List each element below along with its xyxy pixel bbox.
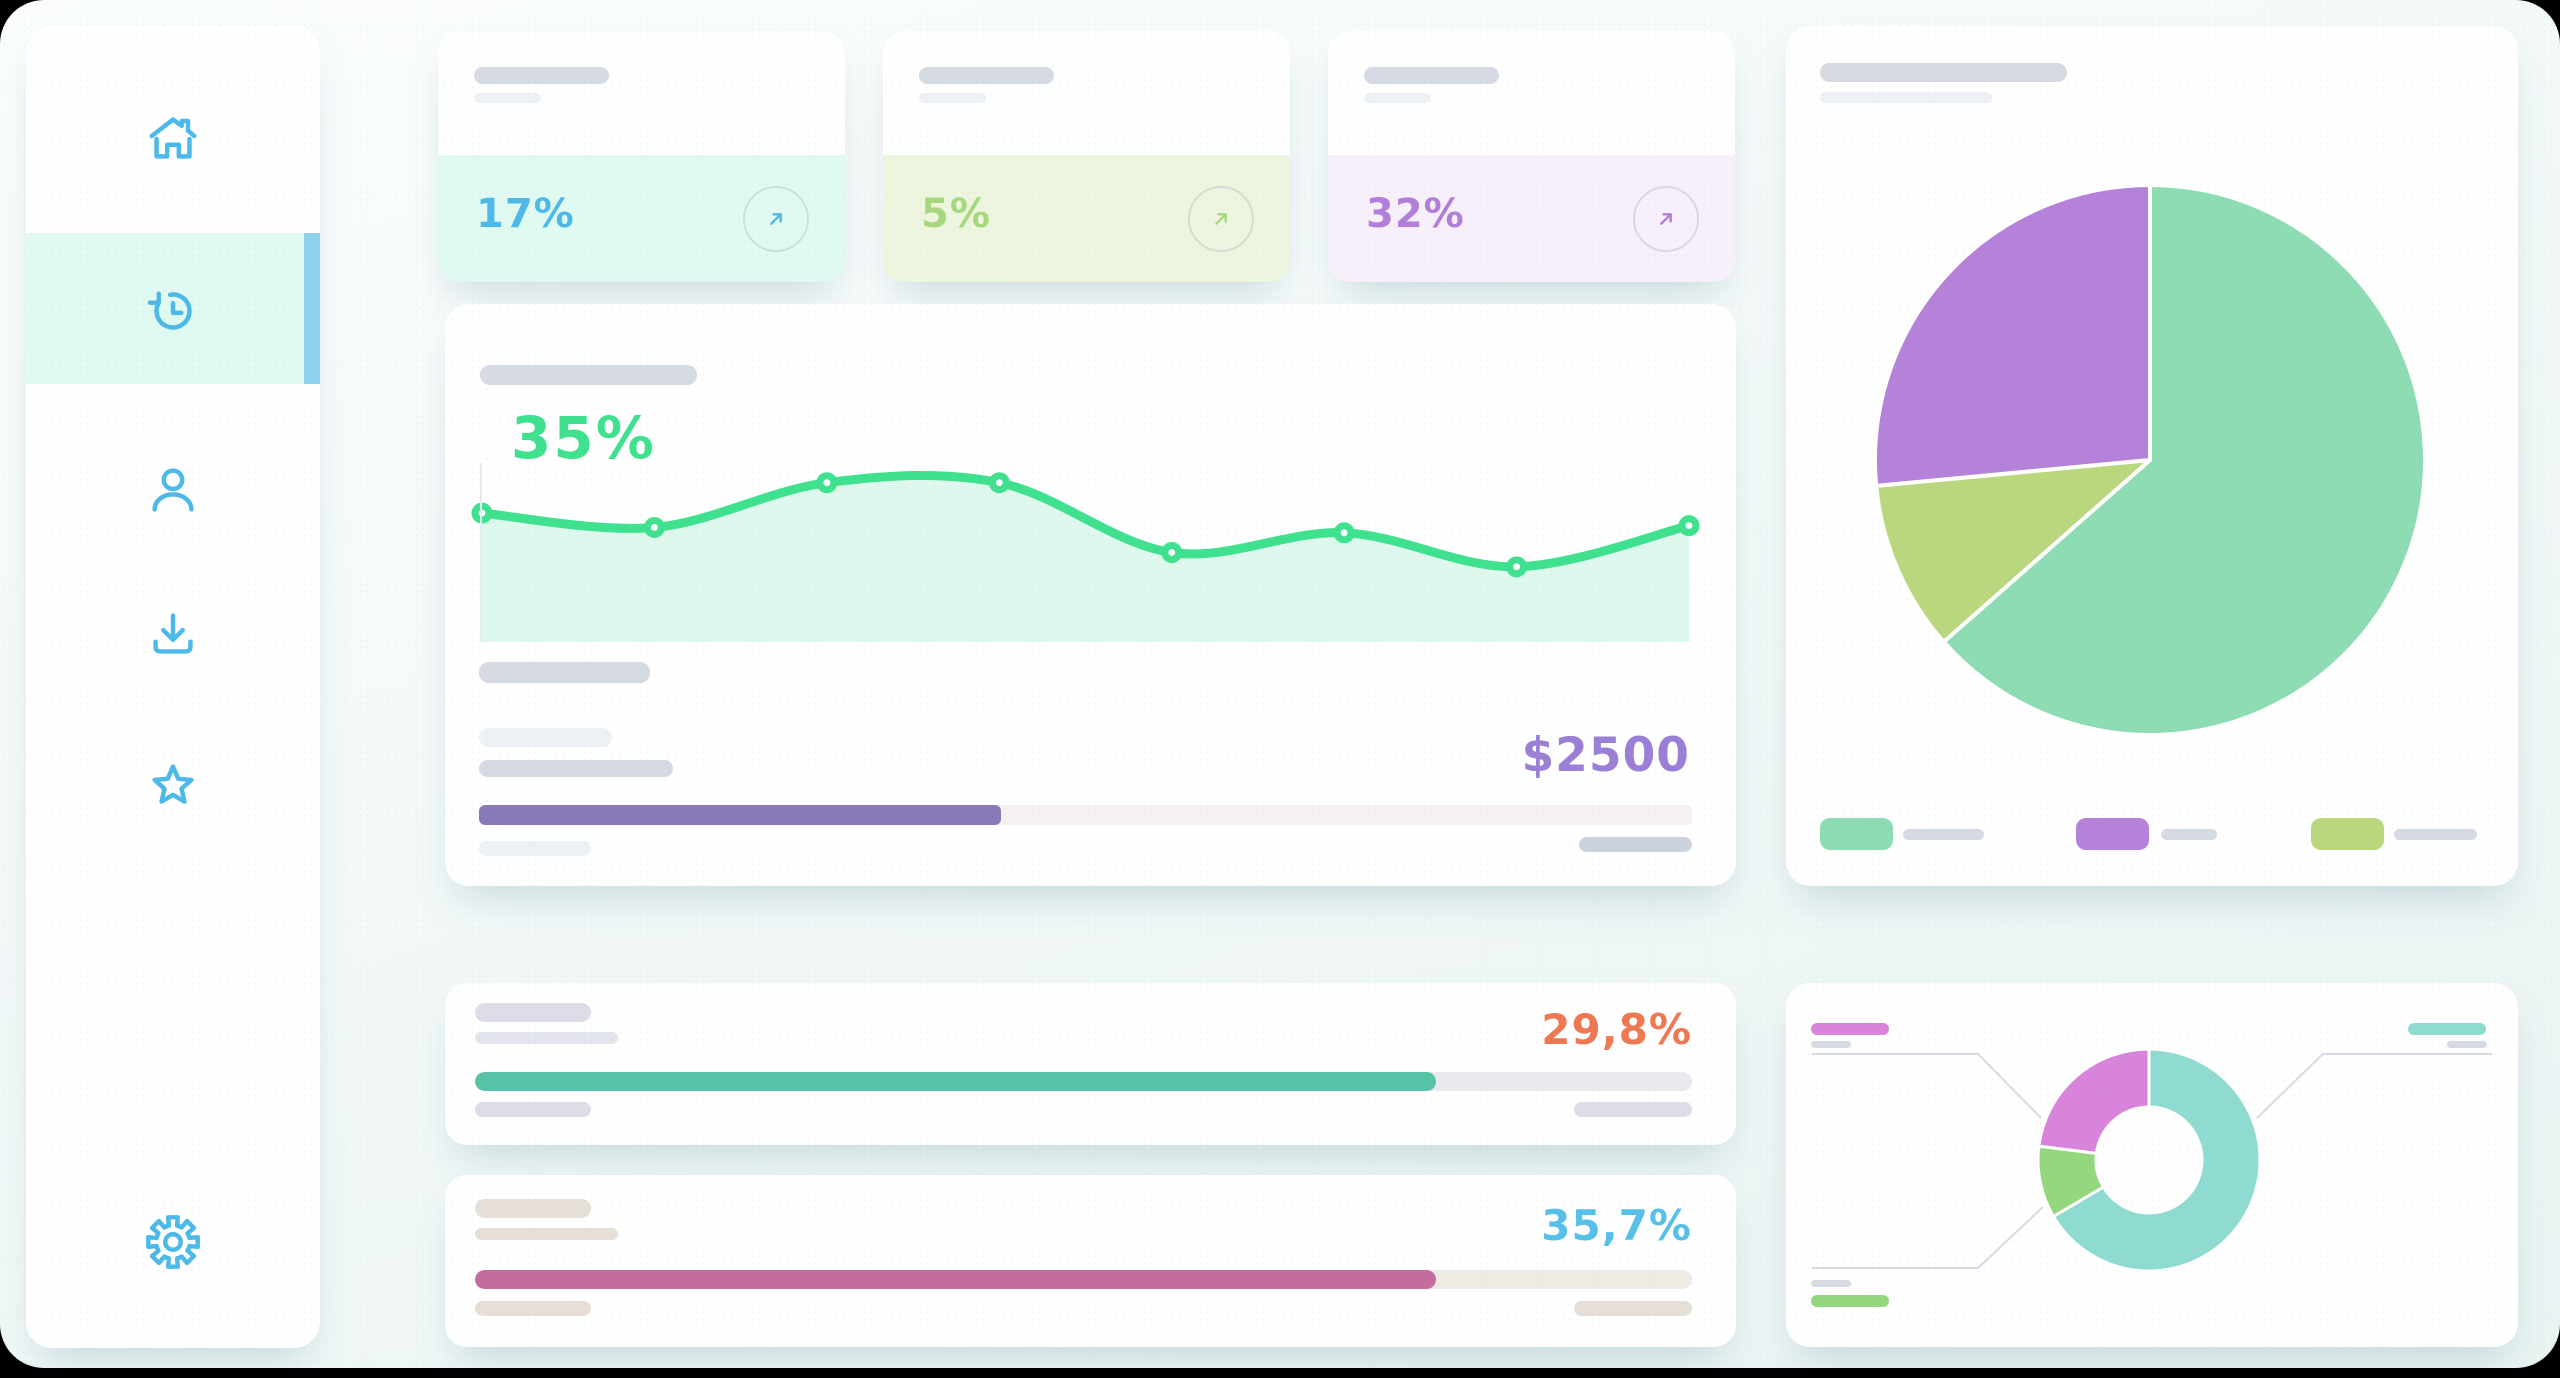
stat-value: 32% xyxy=(1366,191,1465,237)
kpi-progress-fill xyxy=(475,1072,1437,1091)
kpi-progress-fill xyxy=(475,1270,1437,1289)
stat-highlight-area: 32% xyxy=(1328,155,1735,282)
legend-label-skeleton xyxy=(2394,828,2477,840)
footnote-skeleton xyxy=(1579,837,1692,852)
stat-subtitle-skeleton xyxy=(1364,93,1431,103)
stat-card-3: 32% xyxy=(1328,31,1735,282)
stat-subtitle-skeleton xyxy=(474,93,541,103)
callout-lines xyxy=(1812,1053,2492,1269)
arrow-up-right-icon xyxy=(770,213,782,225)
kpi-footnote-skeleton xyxy=(475,1301,591,1316)
kpi-footnote-skeleton xyxy=(1574,1301,1692,1316)
sidebar-item-favorites[interactable] xyxy=(26,709,320,859)
stat-arrow-button[interactable] xyxy=(743,186,809,252)
active-accent-bar xyxy=(304,233,320,384)
amount-value: $2500 xyxy=(1521,728,1690,783)
kpi-card-teal: 29,8% xyxy=(445,983,1736,1145)
chart-caption-skeleton xyxy=(479,662,650,683)
callout-label-skeleton xyxy=(1811,1041,1851,1048)
label-skeleton xyxy=(479,760,673,777)
budget-progress-track xyxy=(479,805,1692,825)
y-axis-line xyxy=(480,463,482,642)
stat-highlight-area: 17% xyxy=(438,155,845,282)
arrow-up-right-icon xyxy=(1215,213,1227,225)
person-icon xyxy=(152,468,194,512)
legend-item-lime xyxy=(2311,818,2477,850)
home-icon xyxy=(149,117,197,159)
stat-title-skeleton xyxy=(474,67,609,84)
star-icon xyxy=(152,764,194,804)
callout-swatch-magenta xyxy=(1811,1023,1889,1035)
sidebar xyxy=(26,26,320,1348)
sidebar-item-history[interactable] xyxy=(26,233,320,384)
footnote-skeleton xyxy=(479,841,591,856)
trend-value: 35% xyxy=(511,404,656,472)
area-chart-svg xyxy=(471,470,1700,642)
card-subtitle-skeleton xyxy=(1820,92,1992,103)
legend-label-skeleton xyxy=(2161,828,2217,840)
card-title-skeleton xyxy=(1820,63,2067,82)
callout-label-skeleton xyxy=(1811,1280,1851,1287)
sidebar-item-home[interactable] xyxy=(26,62,320,212)
callout-swatch-green xyxy=(1811,1295,1889,1307)
download-icon xyxy=(153,613,193,654)
kpi-value: 35,7% xyxy=(1541,1201,1692,1250)
legend-swatch-lime xyxy=(2311,818,2384,850)
kpi-card-pink: 35,7% xyxy=(445,1175,1736,1347)
stat-arrow-button[interactable] xyxy=(1188,186,1254,252)
donut-chart-card xyxy=(1786,983,2518,1347)
kpi-progress-track xyxy=(475,1072,1692,1091)
kpi-footnote-skeleton xyxy=(475,1102,591,1117)
kpi-value: 29,8% xyxy=(1541,1005,1692,1054)
legend-swatch-green xyxy=(1820,818,1893,850)
stat-title-skeleton xyxy=(919,67,1054,84)
sidebar-item-settings[interactable] xyxy=(26,1167,320,1317)
area-chart xyxy=(471,463,1700,642)
gear-icon xyxy=(146,1215,200,1269)
stat-highlight-area: 5% xyxy=(883,155,1290,282)
budget-progress-fill xyxy=(479,805,1001,825)
kpi-subtitle-skeleton xyxy=(475,1032,618,1044)
stat-arrow-button[interactable] xyxy=(1633,186,1699,252)
label-skeleton xyxy=(479,728,612,747)
trend-chart-card: 35% $2500 xyxy=(445,304,1736,886)
stat-subtitle-skeleton xyxy=(919,93,986,103)
legend-item-green xyxy=(1820,818,1984,850)
sidebar-item-profile[interactable] xyxy=(26,415,320,565)
legend-swatch-purple xyxy=(2076,818,2149,850)
callout-label-skeleton xyxy=(2447,1041,2487,1048)
kpi-footnote-skeleton xyxy=(1574,1102,1692,1117)
stat-value: 5% xyxy=(921,191,991,237)
pie-chart-card xyxy=(1786,26,2518,886)
legend-label-skeleton xyxy=(1903,828,1984,840)
kpi-progress-track xyxy=(475,1270,1692,1289)
stat-card-1: 17% xyxy=(438,31,845,282)
sidebar-item-downloads[interactable] xyxy=(26,559,320,709)
kpi-title-skeleton xyxy=(475,1199,591,1218)
stat-card-2: 5% xyxy=(883,31,1290,282)
kpi-title-skeleton xyxy=(475,1003,591,1022)
arrow-up-right-icon xyxy=(1660,213,1672,225)
card-title-skeleton xyxy=(480,365,697,385)
donut-chart xyxy=(2036,1047,2262,1273)
pie-chart xyxy=(1873,183,2427,737)
legend-item-purple xyxy=(2076,818,2217,850)
history-icon xyxy=(147,290,192,330)
stat-title-skeleton xyxy=(1364,67,1499,84)
kpi-subtitle-skeleton xyxy=(475,1228,618,1240)
stat-value: 17% xyxy=(476,191,575,237)
callout-swatch-teal xyxy=(2408,1023,2486,1035)
